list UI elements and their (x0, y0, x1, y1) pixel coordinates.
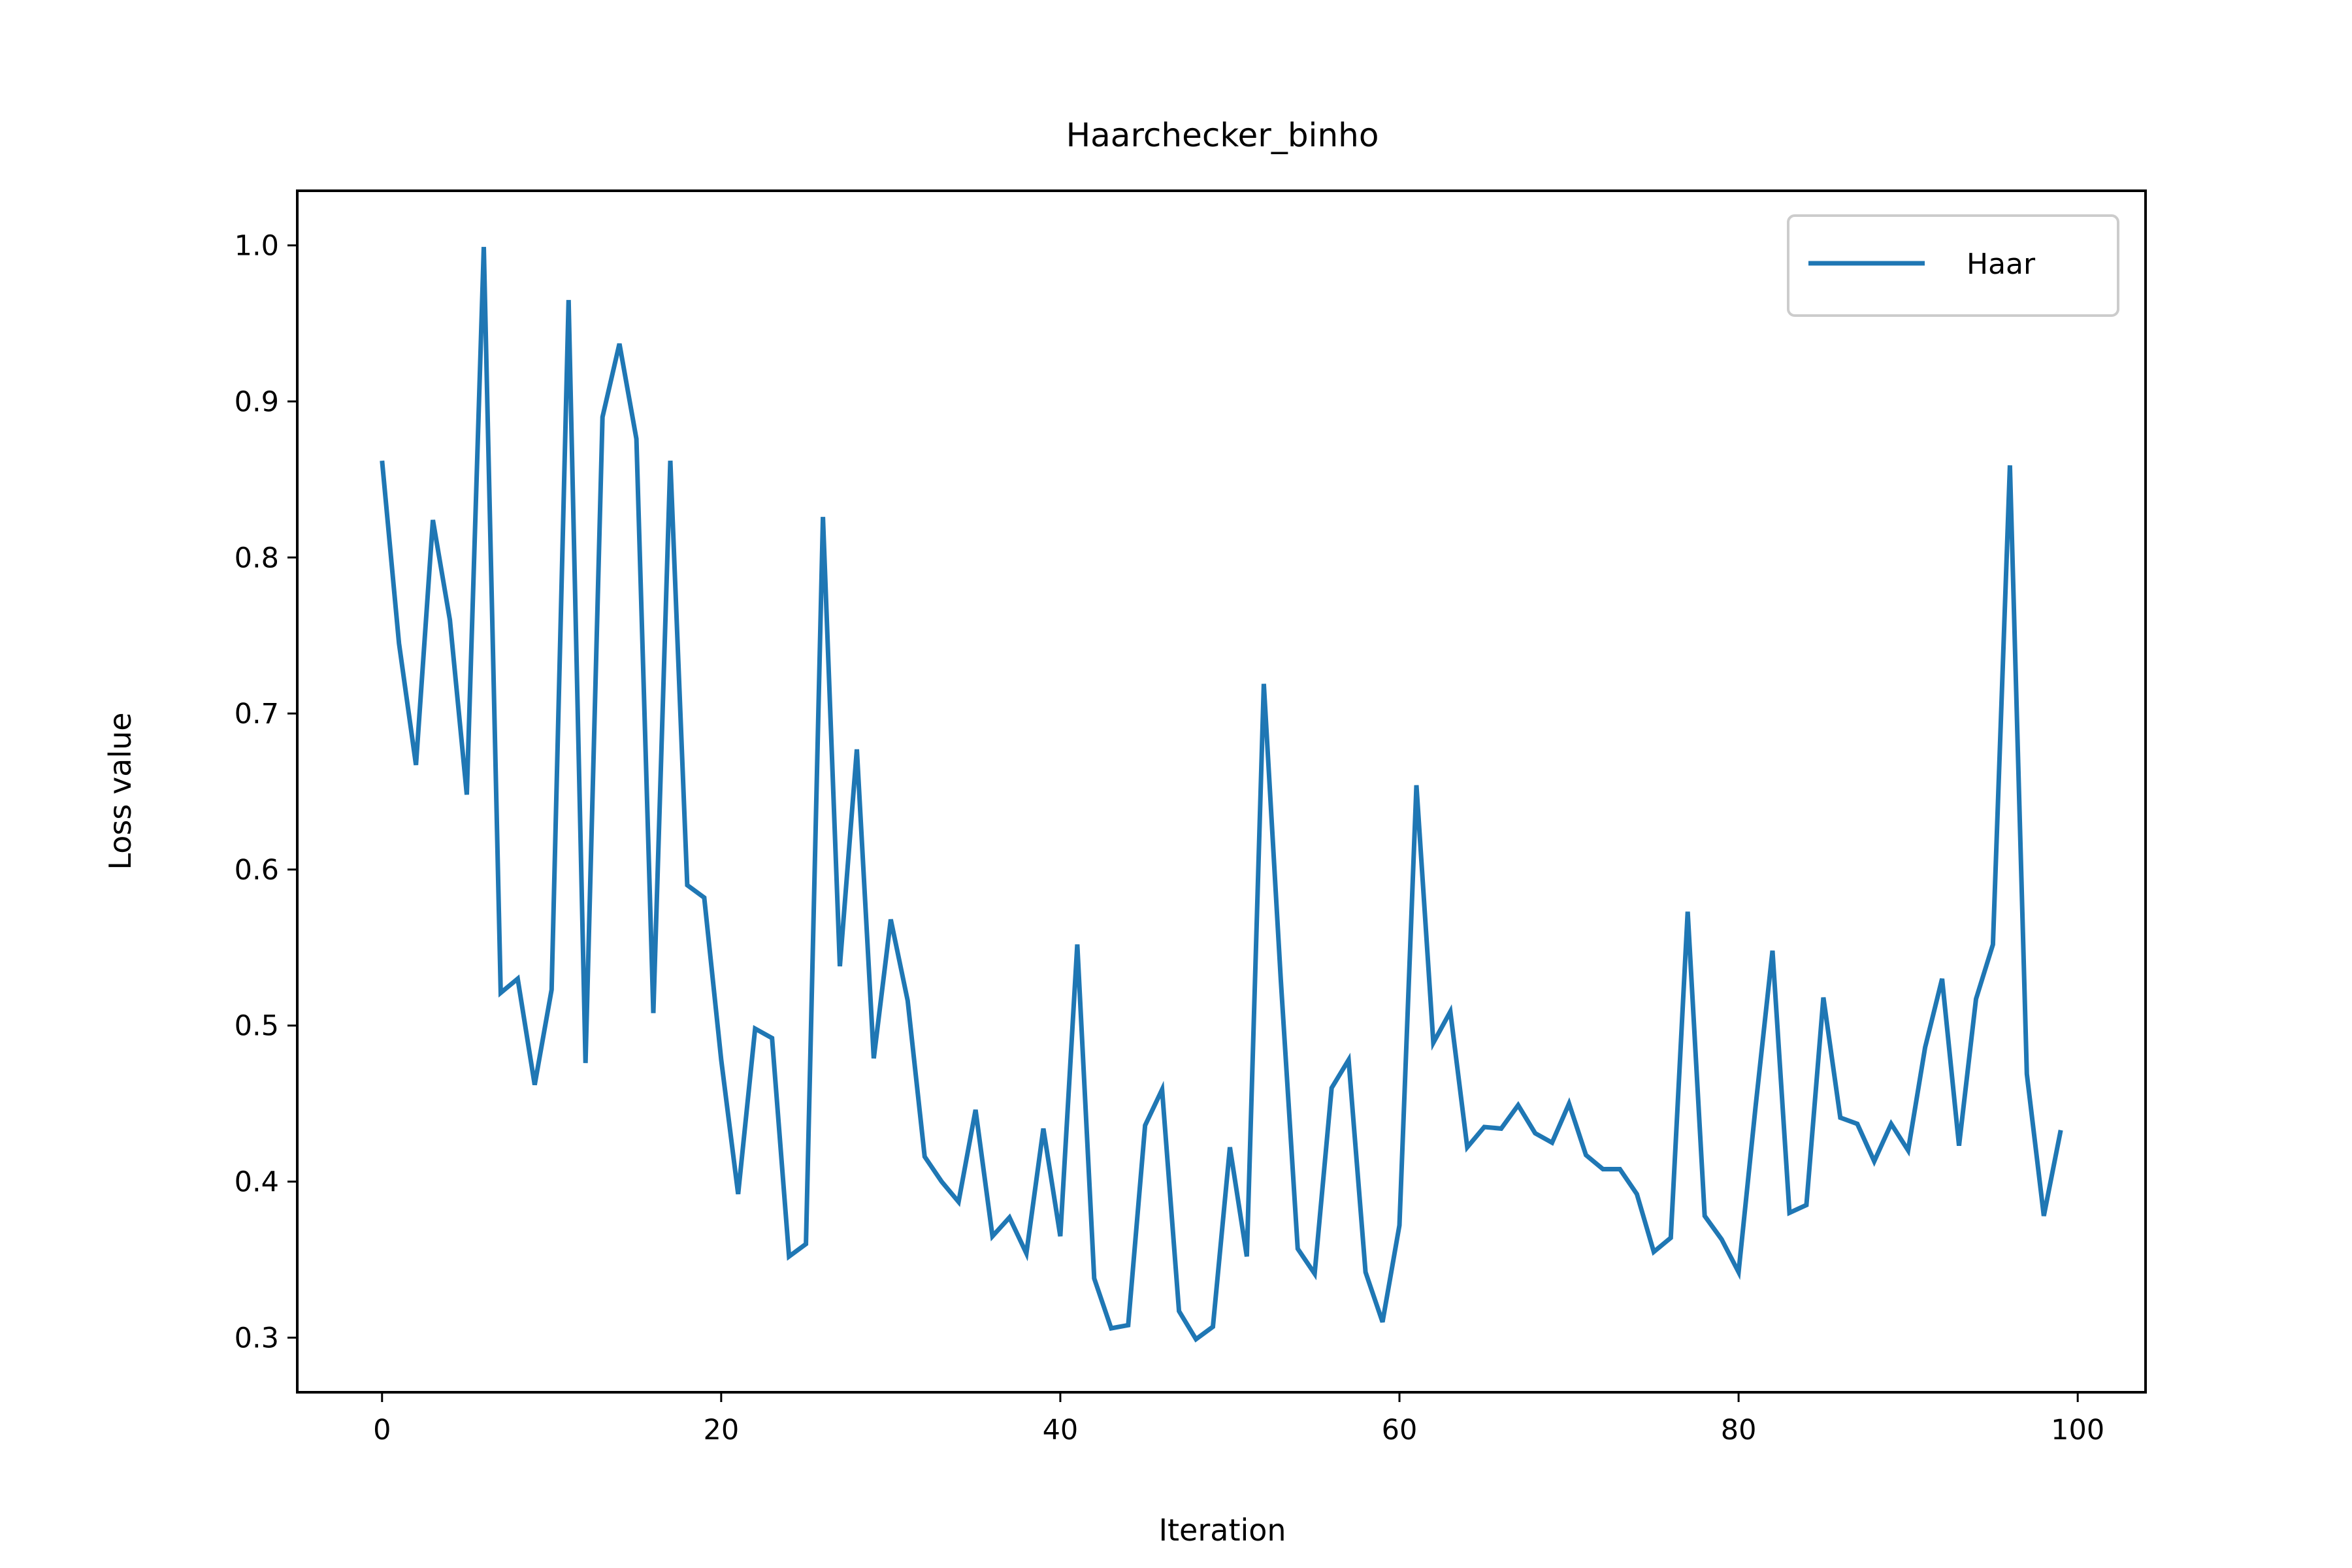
y-tick-label: 1.0 (235, 230, 279, 263)
x-axis-label: Iteration (1158, 1512, 1286, 1548)
y-tick-label: 0.9 (235, 385, 279, 418)
y-axis: 0.3 0.4 0.5 0.6 0.7 0.8 0.9 1.0 (235, 230, 297, 1354)
series-line-haar (380, 246, 2063, 1343)
x-tick-label: 80 (1721, 1414, 1757, 1446)
y-tick-label: 0.3 (235, 1322, 279, 1354)
legend: Haar (1787, 214, 2119, 317)
x-tick-label: 40 (1043, 1414, 1079, 1446)
x-tick-label: 100 (2051, 1414, 2104, 1446)
plot-area (380, 246, 2063, 1343)
plot-frame (296, 189, 2147, 1394)
chart-title: Haarchecker_binho (1066, 116, 1379, 154)
x-tick-label: 60 (1382, 1414, 1418, 1446)
x-axis: 0 20 40 60 80 100 (373, 1392, 2104, 1446)
legend-label-haar: Haar (1967, 248, 2036, 281)
y-tick-label: 0.5 (235, 1010, 279, 1043)
x-tick-label: 20 (703, 1414, 739, 1446)
y-tick-label: 0.4 (235, 1166, 279, 1199)
x-tick-label: 0 (373, 1414, 391, 1446)
legend-box (1787, 214, 2119, 317)
y-tick-label: 0.8 (235, 542, 279, 574)
y-tick-label: 0.6 (235, 854, 279, 887)
y-tick-label: 0.7 (235, 698, 279, 730)
y-axis-label: Loss value (103, 712, 138, 870)
